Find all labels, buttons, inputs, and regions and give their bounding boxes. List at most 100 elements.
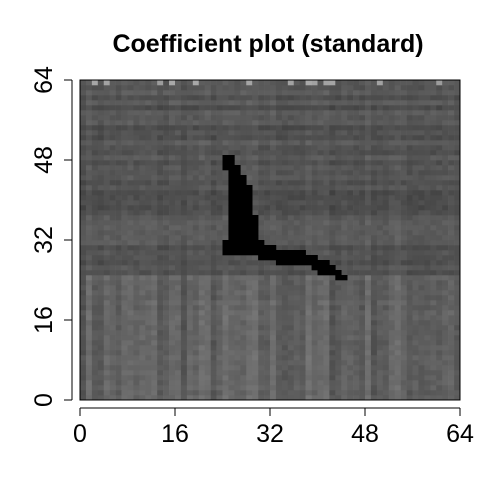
- heatmap-cell: [442, 390, 449, 396]
- heatmap-cell: [353, 290, 360, 296]
- heatmap-cell: [151, 350, 158, 356]
- heatmap-cell: [121, 390, 128, 396]
- heatmap-cell: [388, 170, 395, 176]
- heatmap-cell: [109, 280, 116, 286]
- heatmap-cell: [80, 190, 87, 196]
- heatmap-cell: [323, 130, 330, 136]
- heatmap-cell: [109, 195, 116, 201]
- heatmap-cell: [210, 110, 217, 116]
- heatmap-cell: [442, 110, 449, 116]
- heatmap-cell: [192, 140, 200, 146]
- heatmap-cell: [133, 125, 140, 131]
- heatmap-cell: [145, 350, 152, 356]
- heatmap-cell: [163, 120, 170, 126]
- heatmap-cell: [180, 390, 188, 396]
- heatmap-cell: [97, 325, 105, 331]
- heatmap-cell: [157, 315, 164, 321]
- heatmap-cell: [311, 145, 318, 151]
- heatmap-cell: [198, 210, 205, 216]
- heatmap-cell: [448, 375, 455, 381]
- heatmap-cell: [299, 100, 306, 106]
- heatmap-cell: [400, 270, 407, 276]
- heatmap-cell: [151, 295, 158, 301]
- heatmap-cell: [376, 270, 384, 276]
- heatmap-cell: [359, 240, 366, 246]
- heatmap-cell: [127, 260, 134, 266]
- heatmap-cell: [347, 305, 354, 311]
- heatmap-cell: [394, 285, 401, 291]
- heatmap-cell: [151, 250, 158, 256]
- heatmap-cell: [246, 370, 253, 376]
- heatmap-cell: [246, 170, 253, 176]
- heatmap-cell: [293, 375, 300, 381]
- heatmap-cell: [180, 175, 188, 181]
- heatmap-cell: [139, 365, 146, 371]
- heatmap-cell: [234, 285, 241, 291]
- heatmap-cell: [157, 190, 164, 196]
- heatmap-cell: [436, 230, 443, 236]
- heatmap-cell: [436, 95, 443, 101]
- heatmap-cell: [198, 360, 205, 366]
- heatmap-cell: [252, 340, 259, 346]
- heatmap-cell: [115, 345, 122, 351]
- heatmap-cell: [169, 175, 176, 181]
- heatmap-cell: [436, 200, 443, 206]
- heatmap-cell: [454, 170, 460, 176]
- heatmap-cell: [359, 200, 366, 206]
- heatmap-cell: [151, 230, 158, 236]
- heatmap-cell: [323, 255, 330, 261]
- heatmap-cell: [281, 365, 289, 371]
- heatmap-cell: [85, 100, 93, 106]
- heatmap-cell: [151, 200, 158, 206]
- heatmap-cell: [163, 150, 170, 156]
- heatmap-cell: [151, 330, 158, 336]
- heatmap-cell: [228, 260, 235, 266]
- heatmap-cell: [341, 115, 348, 121]
- heatmap-cell: [293, 295, 300, 301]
- heatmap-cell: [418, 320, 425, 326]
- heatmap-cell: [252, 375, 259, 381]
- heatmap-cell: [228, 355, 235, 361]
- heatmap-cell: [210, 155, 217, 161]
- heatmap-cell: [370, 140, 378, 146]
- heatmap-cell: [240, 125, 247, 131]
- heatmap-cell: [234, 270, 241, 276]
- heatmap-cell: [430, 290, 437, 296]
- heatmap-cell: [264, 100, 271, 106]
- heatmap-cell: [169, 360, 176, 366]
- heatmap-cell: [145, 200, 152, 206]
- heatmap-cell: [145, 115, 152, 121]
- heatmap-cell: [406, 300, 413, 306]
- heatmap-cell: [412, 135, 419, 141]
- heatmap-cell: [121, 140, 128, 146]
- heatmap-cell: [436, 295, 443, 301]
- heatmap-cell: [347, 370, 354, 376]
- heatmap-cell: [305, 330, 312, 336]
- heatmap-cell: [347, 255, 354, 261]
- heatmap-cell: [175, 165, 182, 171]
- heatmap-cell: [210, 335, 217, 341]
- heatmap-cell: [293, 165, 300, 171]
- heatmap-cell: [442, 155, 449, 161]
- heatmap-cell: [353, 140, 360, 146]
- heatmap-cell: [133, 260, 140, 266]
- heatmap-cell: [91, 160, 99, 166]
- heatmap-cell: [151, 155, 158, 161]
- heatmap-cell: [80, 370, 87, 376]
- heatmap-cell: [192, 90, 200, 96]
- heatmap-cell: [454, 85, 460, 91]
- heatmap-cell: [412, 215, 419, 221]
- heatmap-cell: [169, 355, 176, 361]
- heatmap-cell: [139, 350, 146, 356]
- heatmap-cell: [192, 260, 200, 266]
- heatmap-cell: [323, 385, 330, 391]
- heatmap-cell: [103, 305, 110, 311]
- heatmap-cell: [91, 295, 99, 301]
- heatmap-cell: [133, 365, 140, 371]
- heatmap-cell: [163, 125, 170, 131]
- heatmap-cell: [169, 285, 176, 291]
- heatmap-cell: [97, 95, 105, 101]
- heatmap-cell: [240, 160, 247, 166]
- heatmap-cell: [412, 240, 419, 246]
- heatmap-cell: [341, 100, 348, 106]
